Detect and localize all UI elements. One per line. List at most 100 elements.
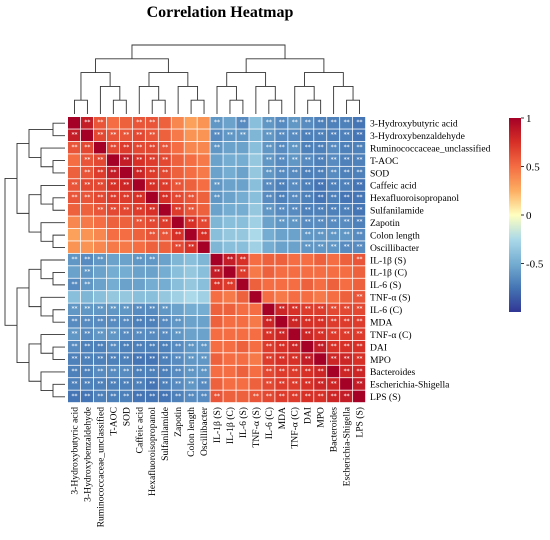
heatmap-cell bbox=[210, 278, 223, 291]
heatmap-cell bbox=[132, 328, 145, 341]
heatmap-cell bbox=[93, 154, 107, 166]
heatmap-cell bbox=[80, 315, 94, 328]
significance-marker: ** bbox=[266, 393, 272, 400]
heatmap-cell bbox=[249, 378, 262, 390]
heatmap-cell bbox=[314, 328, 327, 341]
significance-marker: ** bbox=[162, 181, 168, 188]
significance-marker: ** bbox=[266, 169, 272, 176]
column-label: T-AOC bbox=[108, 407, 119, 435]
heatmap-cell bbox=[210, 253, 223, 266]
significance-marker: ** bbox=[84, 119, 90, 126]
heatmap-cell bbox=[68, 390, 81, 403]
heatmap-cell bbox=[340, 216, 353, 229]
significance-marker: ** bbox=[357, 119, 363, 126]
heatmap-cell bbox=[236, 191, 249, 204]
significance-marker: ** bbox=[292, 169, 298, 176]
heatmap-cell bbox=[301, 353, 314, 365]
heatmap-cell bbox=[314, 390, 327, 403]
significance-marker: ** bbox=[188, 244, 194, 251]
significance-marker: ** bbox=[331, 206, 337, 213]
heatmap-cell bbox=[158, 129, 171, 142]
significance-marker: ** bbox=[292, 157, 298, 164]
heatmap-cell bbox=[353, 241, 366, 253]
heatmap-cell bbox=[223, 315, 236, 328]
heatmap-cell bbox=[262, 378, 275, 390]
left-dendrogram bbox=[4, 122, 65, 398]
heatmap-cell bbox=[210, 378, 223, 390]
significance-marker: ** bbox=[227, 132, 233, 139]
significance-marker: ** bbox=[266, 206, 272, 213]
significance-marker: ** bbox=[136, 355, 142, 362]
heatmap-cell bbox=[171, 328, 184, 341]
heatmap-cell bbox=[145, 241, 158, 253]
significance-marker: ** bbox=[188, 368, 194, 375]
heatmap-cell bbox=[145, 253, 158, 266]
heatmap-cell bbox=[171, 179, 184, 191]
significance-marker: ** bbox=[344, 144, 350, 151]
heatmap-cell bbox=[119, 291, 132, 303]
heatmap-cell bbox=[314, 154, 327, 166]
significance-marker: ** bbox=[292, 194, 298, 201]
significance-marker: ** bbox=[97, 206, 103, 213]
heatmap-cell bbox=[68, 241, 81, 253]
significance-marker: ** bbox=[305, 144, 311, 151]
heatmap-cell bbox=[327, 129, 340, 142]
significance-marker: ** bbox=[318, 181, 324, 188]
significance-marker: ** bbox=[357, 355, 363, 362]
heatmap-cell bbox=[249, 390, 262, 403]
heatmap-cell bbox=[119, 278, 132, 291]
heatmap-cell bbox=[340, 166, 353, 179]
significance-marker: ** bbox=[162, 219, 168, 226]
heatmap-cell bbox=[68, 353, 81, 365]
row-label: Oscillibacter bbox=[370, 243, 420, 254]
heatmap-cell bbox=[158, 328, 171, 341]
significance-marker: ** bbox=[110, 331, 116, 338]
significance-marker: ** bbox=[110, 380, 116, 387]
significance-marker: ** bbox=[97, 194, 103, 201]
significance-marker: ** bbox=[318, 206, 324, 213]
column-label: 3-Hydroxybutyric acid bbox=[69, 407, 80, 495]
heatmap-cell bbox=[145, 154, 158, 166]
heatmap-cell bbox=[249, 216, 262, 229]
heatmap-cell bbox=[275, 278, 288, 291]
significance-marker: ** bbox=[175, 393, 181, 400]
significance-marker: ** bbox=[162, 231, 168, 238]
significance-marker: ** bbox=[214, 281, 220, 288]
significance-marker: ** bbox=[292, 206, 298, 213]
heatmap-cell bbox=[145, 291, 158, 303]
heatmap-cell bbox=[158, 191, 171, 204]
heatmap-cell bbox=[158, 154, 171, 166]
heatmap-cell bbox=[314, 291, 327, 303]
heatmap-cell bbox=[236, 241, 249, 253]
significance-marker: ** bbox=[201, 231, 207, 238]
significance-marker: ** bbox=[97, 368, 103, 375]
significance-marker: ** bbox=[279, 181, 285, 188]
heatmap-cell bbox=[223, 253, 236, 266]
heatmap-cell bbox=[119, 315, 132, 328]
heatmap-cell bbox=[249, 353, 262, 365]
column-label: IL-1β (C) bbox=[225, 407, 236, 444]
significance-marker: ** bbox=[305, 368, 311, 375]
heatmap-cell bbox=[210, 315, 223, 328]
heatmap-cell bbox=[301, 117, 314, 129]
heatmap-cell bbox=[184, 315, 197, 328]
heatmap-cell bbox=[353, 129, 366, 142]
heatmap-cell bbox=[158, 228, 171, 241]
heatmap-cell bbox=[132, 216, 145, 229]
significance-marker: ** bbox=[71, 343, 77, 350]
heatmap-cell bbox=[223, 340, 236, 353]
heatmap-cell bbox=[119, 154, 132, 166]
significance-marker: ** bbox=[110, 343, 116, 350]
heatmap-cell bbox=[288, 365, 301, 378]
significance-marker: ** bbox=[357, 144, 363, 151]
significance-marker: ** bbox=[149, 256, 155, 263]
heatmap-cell bbox=[93, 228, 107, 241]
heatmap-cell bbox=[327, 204, 340, 216]
significance-marker: ** bbox=[357, 343, 363, 350]
significance-marker: ** bbox=[188, 206, 194, 213]
heatmap-cell bbox=[80, 216, 94, 229]
heatmap-cell bbox=[262, 353, 275, 365]
heatmap-cell bbox=[80, 340, 94, 353]
heatmap-cell bbox=[353, 303, 366, 316]
heatmap-cell bbox=[145, 129, 158, 142]
